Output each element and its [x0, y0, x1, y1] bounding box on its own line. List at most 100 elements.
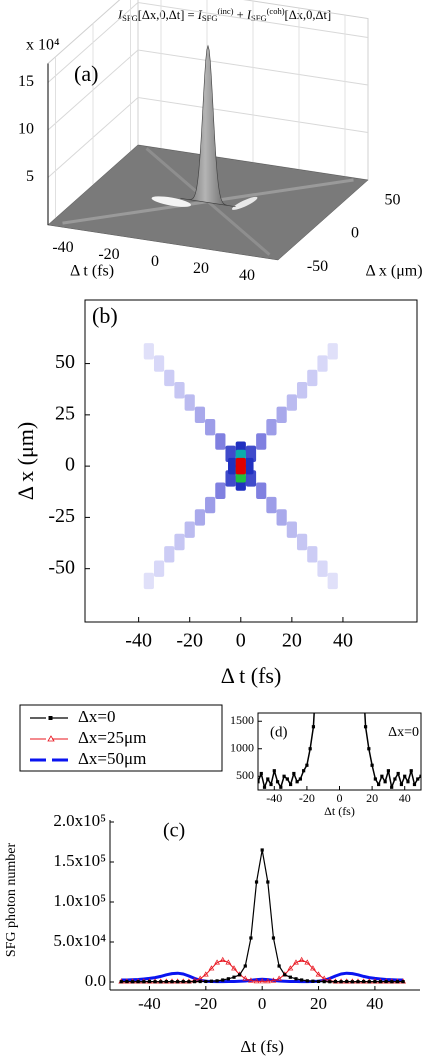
heat-cell: [194, 509, 206, 526]
heat-cell: [153, 355, 165, 372]
marker: [181, 979, 185, 984]
marker: [419, 774, 421, 778]
x-axis-label: Δ t (fs): [70, 263, 114, 280]
x-axis-label: Δt (fs): [324, 804, 355, 818]
heat-cell: [296, 533, 308, 551]
panel-label: (d): [270, 724, 288, 740]
marker: [406, 780, 410, 784]
annotation: Δx=0: [388, 725, 419, 740]
marker: [289, 782, 293, 787]
y-tick-label: 1.0x10⁵: [53, 891, 106, 910]
z-tick-label: 5: [26, 168, 34, 185]
marker: [159, 980, 163, 984]
y-tick-label: 1500: [230, 713, 254, 727]
marker: [221, 978, 225, 982]
x-tick-label: 40: [333, 630, 353, 652]
marker: [136, 980, 140, 984]
highlight: [231, 196, 258, 210]
marker: [311, 979, 315, 983]
marker: [345, 979, 349, 984]
marker: [310, 965, 316, 971]
marker: [367, 747, 371, 751]
y-tick-label: 1.5x10⁵: [53, 851, 106, 870]
marker: [130, 980, 135, 984]
heat-cell: [256, 482, 267, 499]
plot-series: [118, 848, 406, 984]
heat-cell: [174, 382, 185, 399]
title-part: +: [234, 8, 247, 22]
heat-cell: [205, 418, 216, 436]
marker: [266, 880, 270, 884]
marker: [202, 971, 209, 977]
heat-cell: [228, 457, 239, 475]
marker: [390, 785, 394, 789]
heat-cell: [307, 369, 318, 387]
marker: [249, 936, 253, 940]
marker: [204, 979, 208, 984]
marker: [384, 979, 388, 984]
marker: [390, 980, 394, 984]
y-tick-label: 0.0: [85, 971, 106, 990]
heat-cell: [143, 343, 154, 360]
marker: [339, 980, 343, 984]
marker: [386, 769, 390, 773]
y-tick-label: 2.0x10⁵: [53, 811, 106, 830]
marker: [147, 979, 152, 984]
marker: [315, 971, 322, 977]
marker: [380, 774, 384, 778]
title-part: SFG: [251, 13, 267, 23]
marker: [298, 956, 305, 962]
y-tick-label: 1000: [230, 741, 254, 755]
panel-label: (a): [74, 61, 98, 86]
marker: [322, 980, 326, 984]
marker: [311, 725, 316, 729]
peak: [180, 44, 236, 207]
z-tick-label: 10: [18, 121, 34, 138]
plot-frame: [84, 299, 418, 623]
x-tick-label: 40: [366, 994, 383, 1013]
x-tick-label: 20: [310, 994, 327, 1013]
z-tick-label: 15: [18, 73, 34, 90]
heat-cell: [215, 482, 226, 499]
heat-cell: [205, 496, 216, 514]
heat-cell: [235, 457, 246, 475]
marker: [356, 980, 360, 984]
title-part: SFG: [122, 13, 138, 23]
marker: [153, 980, 157, 984]
heat-cell: [266, 496, 277, 514]
title-part: (inc): [217, 6, 233, 16]
marker: [198, 979, 202, 984]
grid-line: [47, 96, 369, 178]
heat-cell: [164, 369, 175, 387]
y-tick-label: -50: [307, 258, 328, 275]
series-line: [121, 971, 404, 984]
panel-label: (b): [92, 303, 118, 328]
title-part: I: [197, 8, 203, 22]
heat-cell: [327, 572, 338, 590]
marker: [288, 975, 292, 979]
heat-cell: [276, 406, 287, 424]
title-part: I: [246, 8, 252, 22]
marker: [292, 771, 296, 776]
marker: [275, 780, 280, 784]
marker: [192, 980, 197, 984]
marker: [119, 980, 123, 984]
legend-label: Δx=0: [78, 707, 116, 726]
marker: [187, 980, 191, 984]
y-tick-label: 500: [236, 768, 254, 782]
marker: [125, 979, 129, 984]
heat-cell: [225, 470, 236, 487]
title-part: I: [117, 8, 123, 22]
marker: [176, 980, 180, 984]
heat-cell: [327, 343, 338, 360]
heat-cell: [276, 509, 287, 526]
x-axis-label: Δt (fs): [240, 1037, 284, 1056]
marker: [295, 780, 299, 784]
x-tick-label: 20: [282, 630, 302, 652]
legend-label: Δx=25μm: [78, 728, 146, 747]
marker: [308, 747, 312, 751]
y-tick-label: 0: [65, 454, 75, 476]
marker: [393, 777, 397, 781]
z-multiplier: x 10⁴: [26, 37, 60, 54]
marker: [215, 979, 219, 983]
